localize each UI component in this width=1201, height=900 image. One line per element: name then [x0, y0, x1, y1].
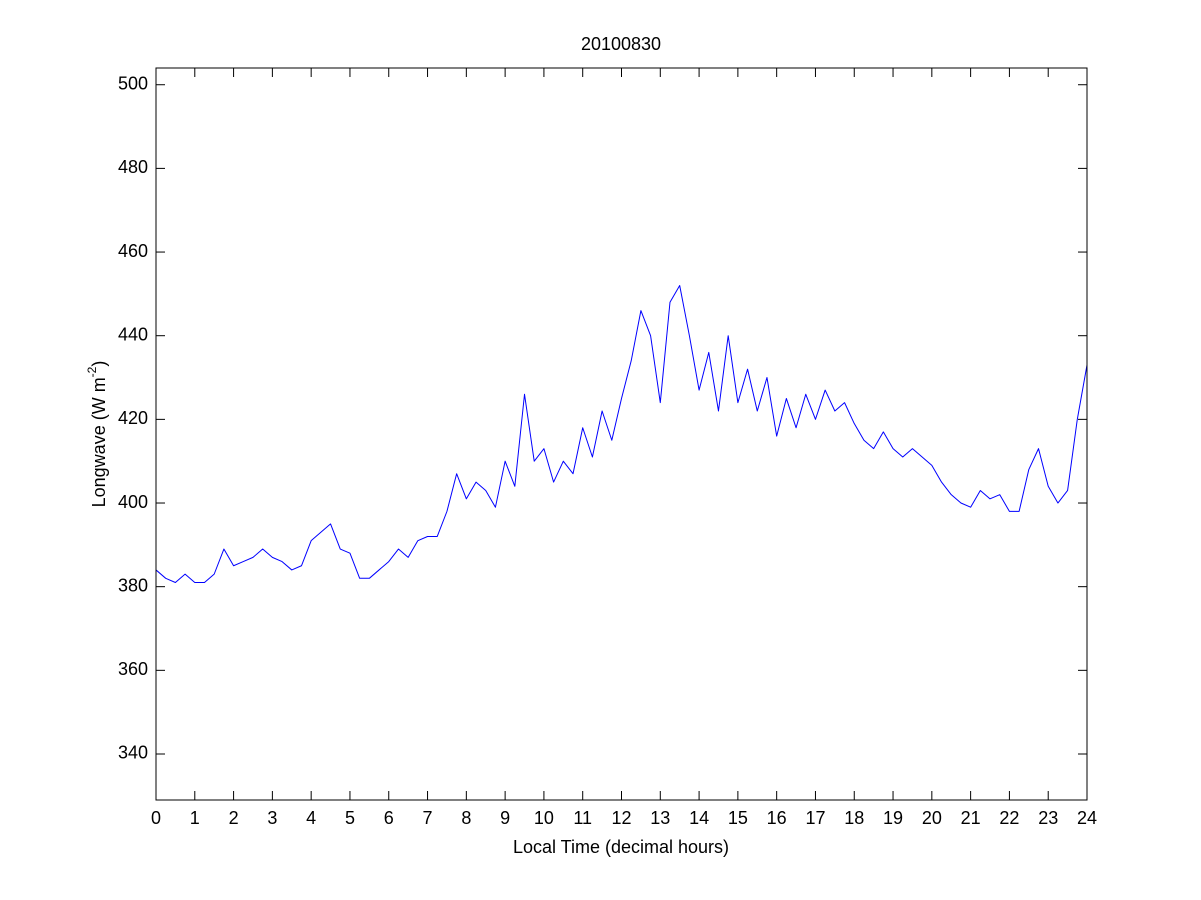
x-tick-label: 6	[384, 808, 394, 828]
x-tick-label: 10	[534, 808, 554, 828]
data-line	[155, 285, 1088, 583]
x-tick-label: 12	[611, 808, 631, 828]
x-tick-label: 4	[306, 808, 316, 828]
y-tick-label: 380	[118, 575, 148, 595]
x-tick-label: 16	[767, 808, 787, 828]
x-tick-label: 7	[423, 808, 433, 828]
plot-area	[156, 68, 1087, 800]
x-tick-label: 24	[1077, 808, 1097, 828]
y-tick-label: 460	[118, 241, 148, 261]
y-tick-label: 500	[118, 73, 148, 93]
x-tick-label: 5	[345, 808, 355, 828]
y-axis-label: Longwave (W m-2)	[85, 361, 109, 508]
x-tick-label: 21	[961, 808, 981, 828]
x-tick-label: 9	[500, 808, 510, 828]
x-tick-label: 23	[1038, 808, 1058, 828]
x-tick-label: 18	[844, 808, 864, 828]
x-tick-label: 17	[805, 808, 825, 828]
y-label-sup: -2	[85, 366, 99, 377]
x-tick-label: 20	[922, 808, 942, 828]
y-tick-label: 340	[118, 743, 148, 763]
x-tick-label: 0	[151, 808, 161, 828]
x-tick-label: 14	[689, 808, 709, 828]
x-tick-label: 22	[999, 808, 1019, 828]
y-tick-label: 440	[118, 324, 148, 344]
x-tick-label: 2	[229, 808, 239, 828]
y-tick-label: 420	[118, 408, 148, 428]
x-tick-label: 19	[883, 808, 903, 828]
plot-frame	[155, 67, 1088, 801]
y-label-text: Longwave (W m	[89, 377, 109, 507]
chart-title: 20100830	[581, 34, 661, 54]
x-tick-label: 15	[728, 808, 748, 828]
y-tick-label: 400	[118, 492, 148, 512]
y-tick-label: 360	[118, 659, 148, 679]
y-tick-label: 480	[118, 157, 148, 177]
x-tick-label: 11	[573, 808, 592, 828]
x-tick-label: 3	[267, 808, 277, 828]
x-axis-label: Local Time (decimal hours)	[513, 837, 729, 857]
x-tick-label: 1	[190, 808, 200, 828]
x-tick-label: 13	[650, 808, 670, 828]
x-tick-label: 8	[461, 808, 471, 828]
y-label-end: )	[89, 361, 109, 367]
